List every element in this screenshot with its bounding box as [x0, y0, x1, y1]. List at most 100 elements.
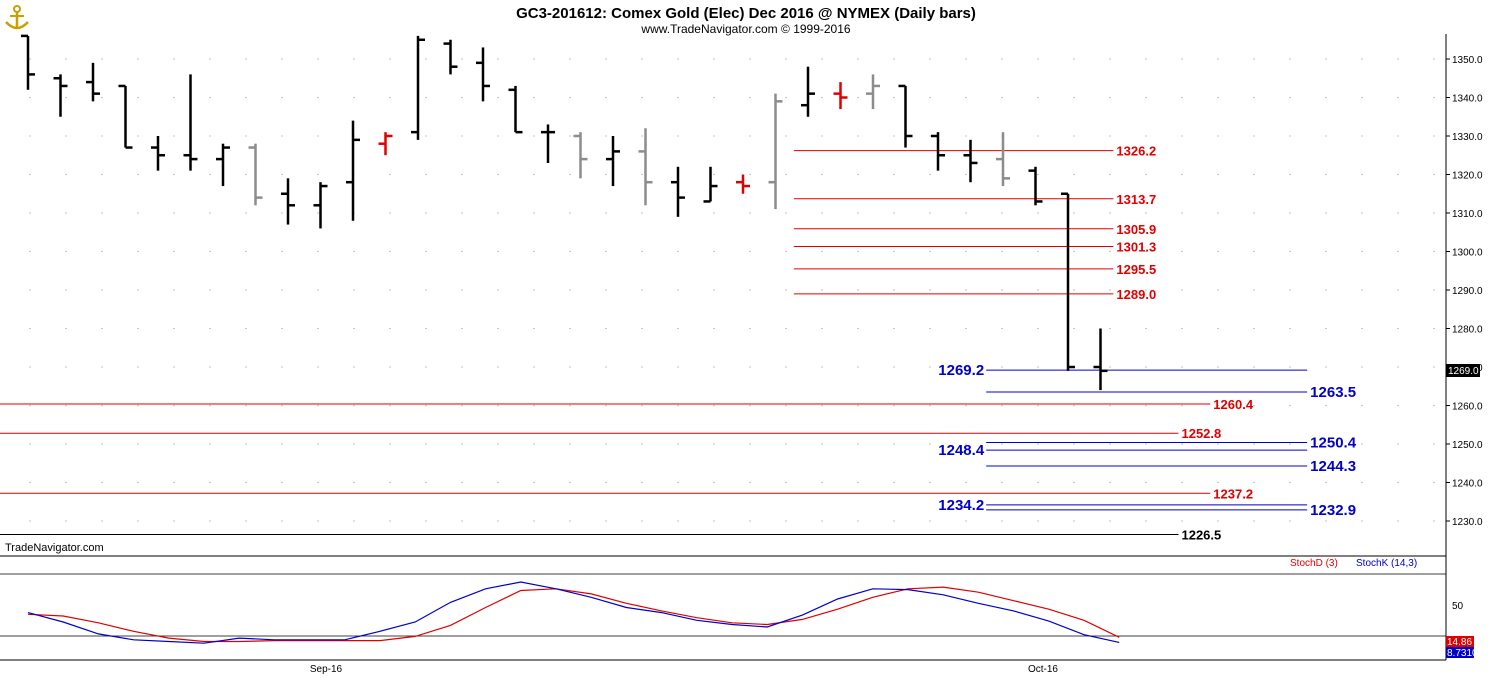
- grid-dot: [209, 135, 211, 137]
- grid-dot: [245, 212, 247, 214]
- grid-dot: [137, 135, 139, 137]
- grid-dot: [893, 173, 895, 176]
- grid-dot: [281, 481, 283, 484]
- grid-dot: [461, 96, 463, 99]
- ohlc-bar: [736, 174, 750, 194]
- grid-dot: [533, 289, 535, 291]
- grid-dot: [1073, 520, 1075, 522]
- grid-dot: [425, 404, 427, 407]
- ohlc-bar: [931, 132, 945, 171]
- grid-dot: [821, 58, 823, 60]
- grid-dot: [209, 173, 211, 176]
- grid-dot: [245, 135, 247, 137]
- grid-dot: [929, 481, 931, 484]
- grid-dot: [29, 135, 31, 137]
- grid-dot: [173, 96, 175, 99]
- ohlc-bar: [183, 74, 198, 171]
- grid-dot: [533, 135, 535, 137]
- grid-dot: [893, 58, 895, 60]
- grid-dot: [173, 212, 175, 214]
- grid-dot: [497, 289, 499, 291]
- grid-dot: [893, 404, 895, 407]
- grid-dot: [785, 366, 787, 368]
- grid-dot: [749, 366, 751, 368]
- grid-dot: [533, 366, 535, 368]
- grid-dot: [605, 58, 607, 60]
- grid-dot: [29, 481, 31, 484]
- grid-dot: [101, 520, 103, 522]
- grid-dot: [569, 327, 571, 330]
- grid-dot: [569, 481, 571, 484]
- grid-dot: [1253, 443, 1255, 445]
- grid-dot: [1325, 327, 1327, 330]
- grid-dot: [65, 212, 67, 214]
- grid-dot: [317, 58, 319, 60]
- grid-dot: [1433, 135, 1435, 137]
- grid-dot: [497, 250, 499, 253]
- grid-dot: [281, 366, 283, 368]
- grid-dot: [29, 250, 31, 253]
- grid-dot: [1217, 250, 1219, 253]
- ohlc-bar: [378, 132, 393, 156]
- stoch-d-line: [27, 586, 1120, 643]
- ohlc-bar: [248, 143, 263, 206]
- grid-dot: [893, 96, 895, 99]
- grid-dot: [65, 481, 67, 484]
- grid-dot: [893, 520, 895, 522]
- grid-dot: [1289, 58, 1291, 60]
- stoch-tick-50: 50: [1452, 601, 1464, 612]
- grid-dot: [317, 366, 319, 368]
- grid-dot: [65, 250, 67, 253]
- price-tick-label: 1310.0: [1452, 209, 1483, 220]
- grid-dot: [1397, 58, 1399, 60]
- grid-dot: [245, 520, 247, 522]
- grid-dot: [1217, 212, 1219, 214]
- grid-dot: [713, 327, 715, 330]
- level-label: 1301.3: [1116, 239, 1156, 254]
- grid-dot: [353, 96, 355, 99]
- grid-dot: [281, 212, 283, 214]
- grid-dot: [1001, 289, 1003, 291]
- grid-dot: [1037, 443, 1039, 445]
- grid-dot: [605, 366, 607, 368]
- grid-dot: [893, 212, 895, 214]
- grid-dot: [173, 366, 175, 368]
- grid-dot: [1361, 250, 1363, 253]
- grid-dot: [353, 481, 355, 484]
- grid-dot: [533, 250, 535, 253]
- grid-dot: [497, 96, 499, 99]
- grid-dot: [173, 481, 175, 484]
- grid-dot: [533, 212, 535, 214]
- grid-dot: [497, 58, 499, 60]
- grid-dot: [641, 520, 643, 522]
- grid-dot: [209, 58, 211, 60]
- grid-dot: [929, 289, 931, 291]
- grid-dot: [245, 250, 247, 253]
- grid-dot: [1433, 327, 1435, 330]
- grid-dot: [1037, 481, 1039, 484]
- grid-dot: [1037, 250, 1039, 253]
- grid-dot: [1181, 173, 1183, 176]
- grid-dot: [569, 404, 571, 407]
- grid-dot: [353, 58, 355, 60]
- grid-dot: [605, 327, 607, 330]
- grid-dot: [1289, 520, 1291, 522]
- grid-dot: [857, 250, 859, 253]
- price-tick-label: 1290.0: [1452, 286, 1483, 297]
- grid-dot: [1145, 404, 1147, 407]
- grid-dot: [785, 250, 787, 253]
- grid-dot: [569, 443, 571, 445]
- grid-dot: [101, 135, 103, 137]
- grid-dot: [533, 96, 535, 99]
- grid-dot: [29, 96, 31, 99]
- grid-dot: [29, 289, 31, 291]
- grid-dot: [389, 520, 391, 522]
- grid-dot: [425, 327, 427, 330]
- grid-dot: [65, 366, 67, 368]
- grid-dot: [1001, 366, 1003, 368]
- grid-dot: [65, 443, 67, 445]
- grid-dot: [965, 250, 967, 253]
- grid-dot: [713, 520, 715, 522]
